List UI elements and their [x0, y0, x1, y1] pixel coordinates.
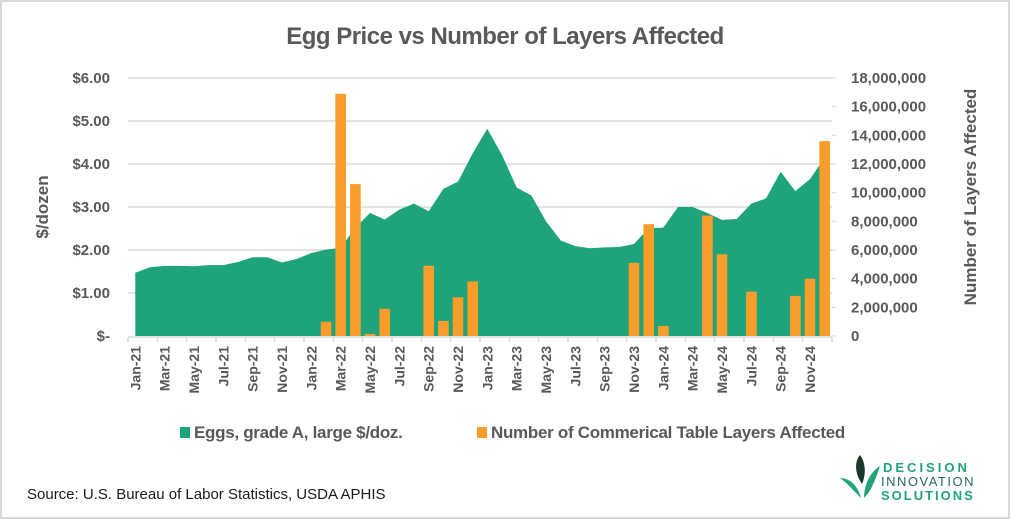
right-tick-label: 14,000,000 [851, 127, 926, 144]
left-tick-label: $6.00 [72, 70, 110, 87]
layers-affected-bar [658, 326, 669, 336]
right-tick-label: 12,000,000 [851, 156, 926, 173]
right-tick-label: 18,000,000 [851, 70, 926, 87]
layers-affected-bar [716, 254, 728, 336]
legend-label-eggs: Eggs, grade A, large $/doz. [194, 423, 403, 442]
layers-affected-bar [320, 321, 332, 336]
left-tick-label: $- [97, 328, 110, 345]
x-tick-label: Mar-21 [157, 346, 173, 391]
logo-text-innovation: INNOVATION [881, 474, 975, 489]
left-axis-title: $/dozen [33, 175, 52, 238]
x-tick-label: Sep-21 [245, 346, 261, 392]
layers-affected-bar [643, 224, 654, 336]
source-note: Source: U.S. Bureau of Labor Statistics,… [27, 486, 386, 503]
layers-affected-bar [819, 141, 830, 336]
x-tick-label: Jan-22 [303, 346, 319, 391]
x-tick-label: Jul-24 [743, 346, 759, 387]
right-tick-label: 8,000,000 [851, 213, 918, 230]
left-tick-label: $4.00 [72, 156, 110, 173]
x-tick-label: Mar-23 [509, 346, 525, 391]
logo-text-decision: DECISION [883, 460, 970, 475]
decision-innovation-solutions-logo: DECISION INNOVATION SOLUTIONS [840, 455, 975, 503]
x-tick-label: Nov-24 [802, 346, 818, 393]
right-tick-label: 6,000,000 [851, 242, 918, 259]
right-tick-label: 4,000,000 [851, 271, 918, 288]
x-tick-label: Jan-23 [479, 346, 495, 391]
legend: Eggs, grade A, large $/doz. Number of Co… [180, 423, 845, 442]
left-tick-label: $3.00 [72, 199, 110, 216]
x-tick-label: Sep-24 [773, 346, 789, 392]
right-y-axis: 0 2,000,000 4,000,000 6,000,000 8,000,000 10,… [832, 70, 926, 345]
logo-right-leaf-icon [864, 466, 880, 498]
layers-affected-bar [467, 281, 478, 336]
layers-affected-bar [628, 262, 640, 336]
x-tick-label: Mar-22 [333, 346, 349, 391]
x-tick-label: Nov-21 [274, 346, 290, 393]
left-y-axis: $- $1.00 $2.00 $3.00 $4.00 $5.00 $6.00 [72, 70, 110, 345]
layers-affected-bar [702, 215, 713, 336]
layers-affected-bar [438, 320, 449, 336]
layers-affected-bar [804, 278, 816, 336]
legend-swatch-layers [477, 427, 487, 438]
x-tick-label: Jan-24 [655, 346, 671, 391]
layers-affected-bar [364, 333, 376, 336]
left-tick-label: $2.00 [72, 242, 110, 259]
legend-label-layers: Number of Commerical Table Layers Affect… [491, 423, 845, 442]
logo-dark-leaf-icon [856, 455, 865, 484]
legend-swatch-eggs [180, 427, 190, 438]
x-axis-tick-labels: Jan-21 Mar-21 May-21 Jul-21 Sep-21 Nov-21 Jan-… [127, 346, 818, 394]
x-axis [127, 336, 833, 342]
right-tick-label: 2,000,000 [851, 299, 918, 316]
chart-title: Egg Price vs Number of Layers Affected [286, 23, 724, 50]
layers-affected-bar [746, 291, 757, 336]
x-tick-label: May-21 [186, 346, 202, 394]
x-tick-label: Sep-23 [597, 346, 613, 392]
x-tick-label: Jul-21 [215, 346, 231, 387]
logo-text-solutions: SOLUTIONS [881, 488, 975, 503]
x-tick-label: Nov-22 [450, 346, 466, 393]
layers-affected-bar [350, 184, 361, 336]
left-tick-label: $1.00 [72, 285, 110, 302]
right-tick-label: 0 [851, 328, 859, 345]
layers-affected-bar [423, 265, 434, 336]
right-axis-title: Number of Layers Affected [961, 89, 980, 306]
x-tick-label: Jul-22 [391, 346, 407, 387]
layers-affected-bar [790, 295, 801, 336]
x-tick-label: May-22 [362, 346, 378, 394]
x-tick-label: Sep-22 [421, 346, 437, 392]
right-tick-label: 10,000,000 [851, 185, 926, 202]
x-tick-label: May-24 [714, 346, 730, 394]
x-tick-label: Jan-21 [127, 346, 143, 391]
x-tick-label: Nov-23 [626, 346, 642, 393]
layers-affected-bar-series [320, 93, 830, 336]
x-tick-label: Mar-24 [685, 346, 701, 391]
x-tick-label: Jul-23 [567, 346, 583, 387]
right-tick-label: 16,000,000 [851, 99, 926, 116]
layers-affected-bar [452, 297, 464, 336]
x-tick-label: May-23 [538, 346, 554, 394]
layers-affected-bar [379, 308, 390, 336]
layers-affected-bar [335, 93, 346, 336]
logo-left-leaf-icon [840, 478, 861, 498]
left-tick-label: $5.00 [72, 113, 110, 130]
